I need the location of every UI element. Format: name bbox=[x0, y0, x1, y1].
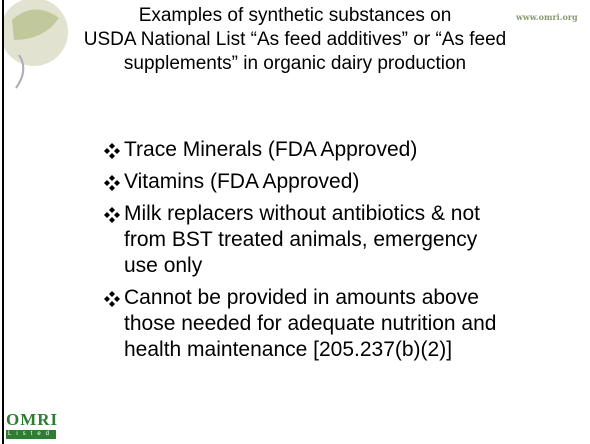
bullet-icon bbox=[104, 291, 120, 307]
bullet-list: Trace Minerals (FDA Approved) Vitamins (F… bbox=[104, 137, 496, 369]
slide-title: Examples of synthetic substances on USDA … bbox=[0, 4, 590, 76]
logo-name: OMRI bbox=[6, 410, 59, 429]
title-line: USDA National List “As feed additives” o… bbox=[83, 29, 507, 50]
bullet-icon bbox=[104, 143, 120, 159]
bullet-line: Trace Minerals (FDA Approved) bbox=[124, 138, 418, 161]
bullet-icon bbox=[104, 207, 120, 223]
bullet-line: Vitamins (FDA Approved) bbox=[124, 170, 360, 193]
bullet-item: Trace Minerals (FDA Approved) bbox=[104, 137, 496, 163]
url: www.omri.org bbox=[516, 12, 578, 22]
bullet-line: those needed for adequate nutrition and bbox=[124, 312, 497, 335]
bullet-item: Vitamins (FDA Approved) bbox=[104, 169, 496, 195]
bullet-line: health maintenance [205.237(b)(2)] bbox=[124, 338, 453, 361]
leaf-decoration bbox=[4, 0, 68, 89]
bullet-line: use only bbox=[124, 254, 203, 277]
bullet-item: Milk replacers without antibiotics & not… bbox=[104, 201, 496, 279]
bullet-item: Cannot be provided in amounts above those… bbox=[104, 285, 496, 363]
bullet-line: Cannot be provided in amounts above bbox=[124, 286, 479, 309]
logo-tag: Listed bbox=[6, 430, 56, 439]
logo: OMRI Listed bbox=[6, 410, 59, 439]
bullet-line: from BST treated animals, emergency bbox=[124, 228, 478, 251]
bullet-line: Milk replacers without antibiotics & not bbox=[124, 202, 480, 225]
title-line: supplements” in organic dairy production bbox=[123, 53, 467, 74]
left-border bbox=[2, 0, 4, 444]
bullet-icon bbox=[104, 175, 120, 191]
title-line: Examples of synthetic substances on bbox=[138, 5, 452, 26]
